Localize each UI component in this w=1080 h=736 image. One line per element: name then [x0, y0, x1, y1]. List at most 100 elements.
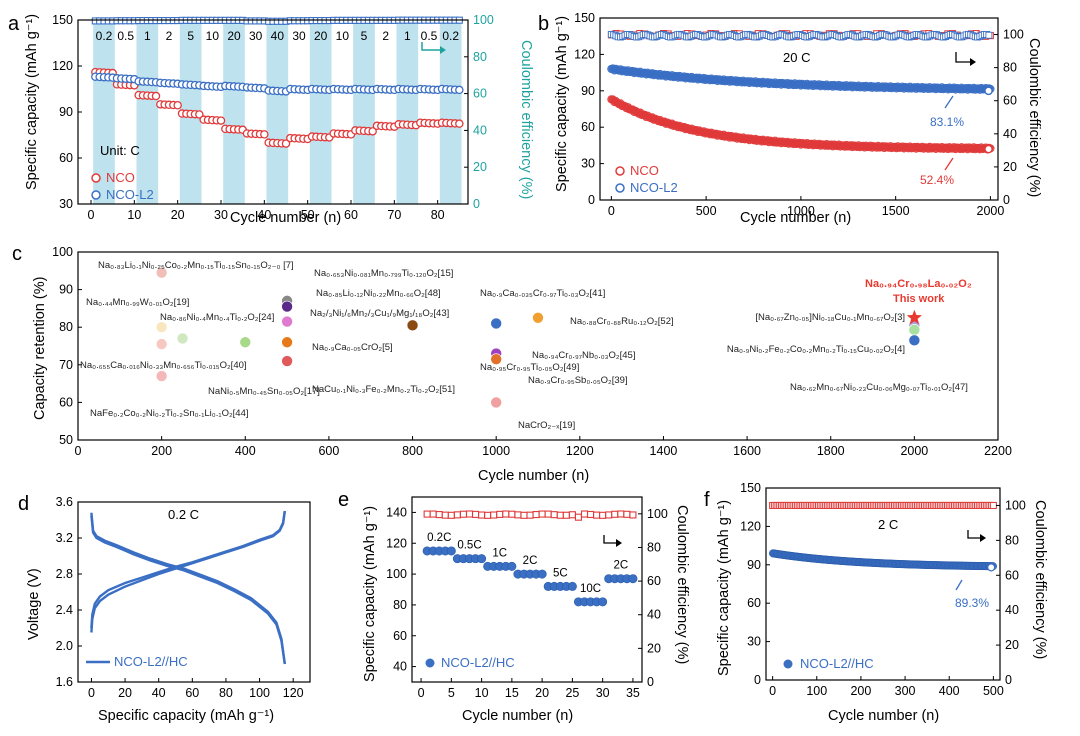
legend-label-nco: NCO	[106, 170, 135, 185]
y2-tick-label: 20	[1005, 638, 1019, 652]
x-tick-label: 2000	[977, 204, 1005, 218]
x-tick-label: 30	[214, 208, 228, 222]
this-work-star	[906, 309, 922, 325]
y-tick-label: 80	[393, 598, 407, 612]
panel-f: f 0 100 200 300 400 5000306090120150020406080…	[704, 481, 1048, 724]
y-tick-label: 140	[386, 505, 407, 519]
y-tick-label: 2.8	[56, 567, 73, 581]
x-tick-label: 0	[608, 204, 615, 218]
rate-label: 1	[144, 29, 151, 43]
ce-point	[472, 510, 480, 518]
retention-point	[406, 319, 419, 332]
panel-b-xlabel: Cycle number (n)	[740, 210, 851, 226]
y-tick-label: 150	[740, 481, 761, 495]
rate-step-label: 5C	[553, 567, 568, 579]
y2-tick-label: 100	[1005, 498, 1026, 512]
capacity-point	[567, 581, 577, 591]
x-tick-label: 300	[895, 684, 916, 698]
nco-point	[455, 119, 464, 128]
panel-e-ylabel: Specific capacity (mAh g⁻¹)	[362, 506, 378, 682]
capacity-point	[537, 569, 547, 579]
nco-point	[260, 130, 269, 139]
y-tick-label: 3.6	[56, 495, 73, 509]
x-tick-label: 20	[118, 686, 132, 700]
panel-c-frame	[77, 251, 999, 441]
panel-d-frame	[77, 501, 311, 683]
y-tick-label: 120	[386, 536, 407, 550]
panel-d: d 0 20 40 60 80 100 120 1.6 2.0 2.4 2.8 3.2 3.6 Spec…	[18, 493, 311, 724]
panel-d-letter: d	[18, 493, 29, 515]
y-tick-label: 120	[52, 59, 73, 73]
y-tick-label: 70	[59, 358, 73, 372]
legend-marker-nco-b	[615, 166, 625, 176]
retention-point-label: NaCu₀.₁Ni₀.₃Fe₀.₂Mn₀.₂Ti₀.₂O₂[51]	[312, 384, 455, 395]
rate-label: 30	[292, 29, 306, 43]
rate-label: 0.5	[421, 29, 438, 43]
y-tick-label: 0	[754, 673, 761, 687]
capacity-last-point	[987, 563, 996, 572]
x-tick-label: 60	[344, 208, 358, 222]
retention-point	[490, 353, 502, 365]
ce-point	[514, 511, 522, 519]
panel-e: e 0.2C 0.5C 1C 2C 5C 10C 2C 0 5 10 15 20 25 30 35 40 60…	[338, 489, 690, 724]
ce-point	[538, 510, 546, 518]
panel-e-legend-marker	[425, 658, 435, 668]
x-tick-label: 60	[185, 686, 199, 700]
retention-point-label: [Na₀.₆₇Zn₀.₀₅]Ni₀.₁₈Cu₀.₁Mn₀.₆₇O₂[3]	[755, 312, 905, 323]
panel-f-letter: f	[704, 489, 710, 511]
y-tick-label: 100	[52, 245, 73, 259]
y2-tick-label: 20	[647, 641, 661, 655]
y2-tick-label: 100	[647, 507, 668, 521]
y-tick-label: 90	[747, 558, 761, 572]
x-tick-label: 500	[983, 684, 1004, 698]
retention-point	[176, 332, 189, 345]
panel-b-retention-ncol2: 83.1%	[930, 115, 964, 129]
retention-point	[281, 336, 293, 349]
retention-point	[490, 396, 502, 409]
rate-label: 0.2	[442, 29, 459, 43]
y2-tick-label: 100	[473, 13, 494, 27]
x-tick-label: 0	[418, 686, 425, 700]
rate-label: 5	[187, 29, 194, 43]
panel-f-y2label: Coulombic efficiency (%)	[1032, 500, 1048, 659]
y2-tick-label: 20	[473, 160, 487, 174]
ce-point	[478, 511, 486, 519]
y-tick-label: 60	[747, 596, 761, 610]
ce-point	[459, 510, 467, 518]
rate-label: 2	[382, 29, 389, 43]
panel-f-legend-marker	[783, 659, 793, 669]
x-tick-label: 200	[850, 684, 871, 698]
x-tick-label: 0	[75, 444, 82, 458]
panel-a: a 0.2 0.5 1 2 5 10 20 30 40 30 20 10 5 2 1 0.5 0.2 0 10 20…	[8, 13, 534, 226]
rate-band	[136, 20, 159, 204]
x-tick-label: 200	[151, 444, 172, 458]
retention-point	[532, 311, 544, 324]
ce-point	[989, 501, 997, 509]
x-tick-label: 50	[301, 208, 315, 222]
y2-tick-label: 80	[647, 540, 661, 554]
x-tick-label: 35	[626, 686, 640, 700]
legend-marker-ncol2	[91, 190, 101, 200]
retention-point-label: Na₂/₃Ni₁/₆Mn₂/₃Cu₁/₉Mg₁/₁₈O₂[43]	[310, 308, 449, 319]
ce-point	[484, 511, 492, 519]
rate-band	[353, 20, 375, 204]
ce-point	[593, 511, 601, 519]
ce-point	[526, 511, 534, 519]
ce-point	[447, 511, 455, 519]
y-tick-label: 50	[59, 433, 73, 447]
panel-a-axis-arrow-head	[440, 46, 446, 54]
ce-point	[550, 511, 558, 519]
y-tick-label: 2.4	[56, 603, 73, 617]
panel-c-this-work-label: This work	[893, 293, 945, 305]
panel-b-retention-nco: 52.4%	[920, 173, 954, 187]
retention-point	[908, 334, 921, 347]
y2-tick-label: 40	[647, 608, 661, 622]
ce-point	[453, 511, 461, 519]
rate-band	[223, 20, 245, 204]
ce-point	[435, 511, 443, 519]
legend-label-ncol2: NCO-L2	[106, 187, 154, 202]
y-tick-label: 90	[59, 283, 73, 297]
x-tick-label: 1000	[482, 444, 510, 458]
ce-point	[532, 511, 540, 519]
panel-f-ylabel: Specific capacity (mAh g⁻¹)	[716, 500, 732, 676]
